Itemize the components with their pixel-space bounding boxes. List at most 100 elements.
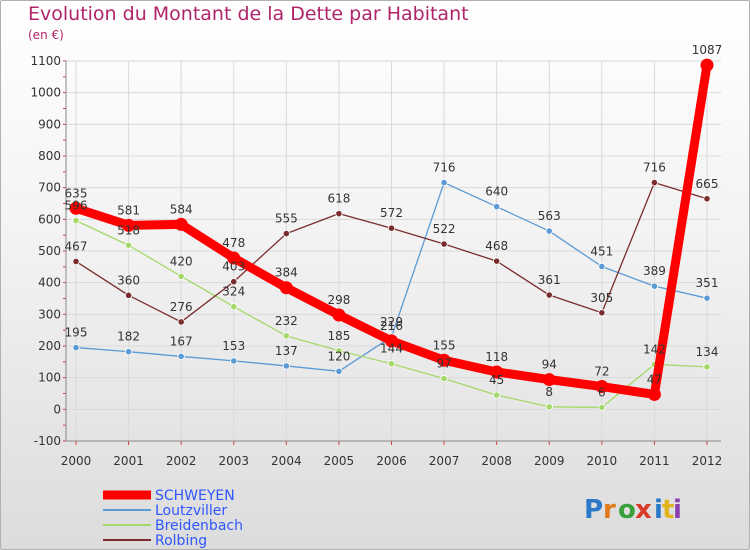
data-label: 635 [65,186,88,200]
data-point [332,308,346,322]
data-point [650,282,659,290]
data-point [387,360,396,368]
x-tick-label: 2007 [429,454,460,468]
data-point [545,403,553,411]
series-breidenbach [72,217,711,412]
data-point [279,281,293,295]
data-point [335,367,343,375]
data-point [440,179,448,187]
x-tick-label: 2000 [61,454,92,468]
data-label: 1087 [692,43,723,57]
data-label: 361 [538,273,561,287]
data-label: 596 [65,199,88,213]
data-label: 137 [275,344,298,358]
data-label: 276 [170,300,193,314]
data-point [493,257,501,265]
data-label: 665 [696,177,719,191]
x-tick-label: 2004 [271,454,302,468]
grid-lines [66,60,721,442]
data-label: 182 [117,330,140,344]
data-point [177,352,185,361]
x-tick-label: 2005 [324,454,355,468]
data-labels: 195 182 167 153 137 120 229 716 640 563 451 389 351 5… [65,43,723,399]
data-label: 384 [275,266,298,280]
data-label: 324 [222,285,245,299]
data-label: 185 [327,329,350,343]
data-point [493,203,501,211]
x-tick-label: 2009 [534,454,565,468]
series-schweyen [69,58,714,401]
data-label: 584 [170,202,193,216]
data-point [122,218,136,232]
data-label: 389 [643,264,666,278]
data-label: 563 [538,209,561,223]
data-point [440,240,448,248]
data-point [230,278,238,286]
x-tick-label: 2002 [166,454,197,468]
data-point [230,357,238,365]
data-point [545,291,553,299]
logo-letter: x [635,495,652,525]
data-point [335,210,343,218]
data-label: 195 [65,326,88,340]
data-label: 229 [380,315,403,329]
data-point [542,373,556,387]
data-label: 120 [327,349,350,363]
data-point [282,229,290,238]
logo-letter: o [618,495,636,525]
y-tick-label: 900 [38,117,61,131]
data-label: 572 [380,206,403,220]
data-point [177,272,185,280]
y-tick-label: 300 [38,307,61,321]
x-tick-label: 2001 [113,454,144,468]
data-point [124,241,133,249]
data-label: 640 [485,185,508,199]
data-label: 581 [117,203,140,217]
data-label: 216 [380,319,403,333]
data-point [69,201,83,215]
logo-letter: P [584,495,603,525]
logo-letter: i [673,495,682,525]
y-tick-label: 600 [38,212,61,226]
data-label: 232 [275,314,298,328]
data-point [282,362,290,370]
data-point [650,179,659,187]
chart-title: Evolution du Montant de la Dette par Hab… [28,3,469,25]
data-label: 6 [598,385,606,399]
data-label: 451 [590,245,613,259]
logo-letter: t [662,495,674,525]
data-label: 72 [594,365,609,379]
y-tick-label: 1100 [30,54,61,68]
y-tick-label: 1000 [30,86,61,100]
y-tick-label: 0 [53,402,61,416]
legend-label: Breidenbach [155,518,243,534]
y-tick-label: 700 [38,181,61,195]
legend-label: Rolbing [155,533,207,549]
logo-letter: r [603,495,616,525]
data-point [387,224,396,232]
x-tick-label: 2010 [587,454,618,468]
data-point [598,309,606,317]
data-label: 360 [117,273,140,287]
y-tick-label: 400 [38,276,61,290]
y-tick-label: 200 [38,339,61,353]
data-point [227,251,241,265]
data-label: 518 [117,223,140,237]
y-tick-label: 100 [38,371,61,385]
logo-letter: i [654,495,663,525]
series-rolbing [72,179,711,326]
data-point [703,195,711,203]
data-label: 45 [489,373,504,387]
data-label: 47 [647,372,662,386]
data-label: 618 [327,192,350,206]
data-label: 522 [433,222,456,236]
data-point [72,257,80,266]
data-label: 97 [436,357,451,371]
series-lines [69,58,714,412]
data-label: 403 [222,260,245,274]
data-label: 468 [485,239,508,253]
data-point [124,291,133,299]
data-label: 555 [275,212,298,226]
data-label: 155 [433,338,456,352]
